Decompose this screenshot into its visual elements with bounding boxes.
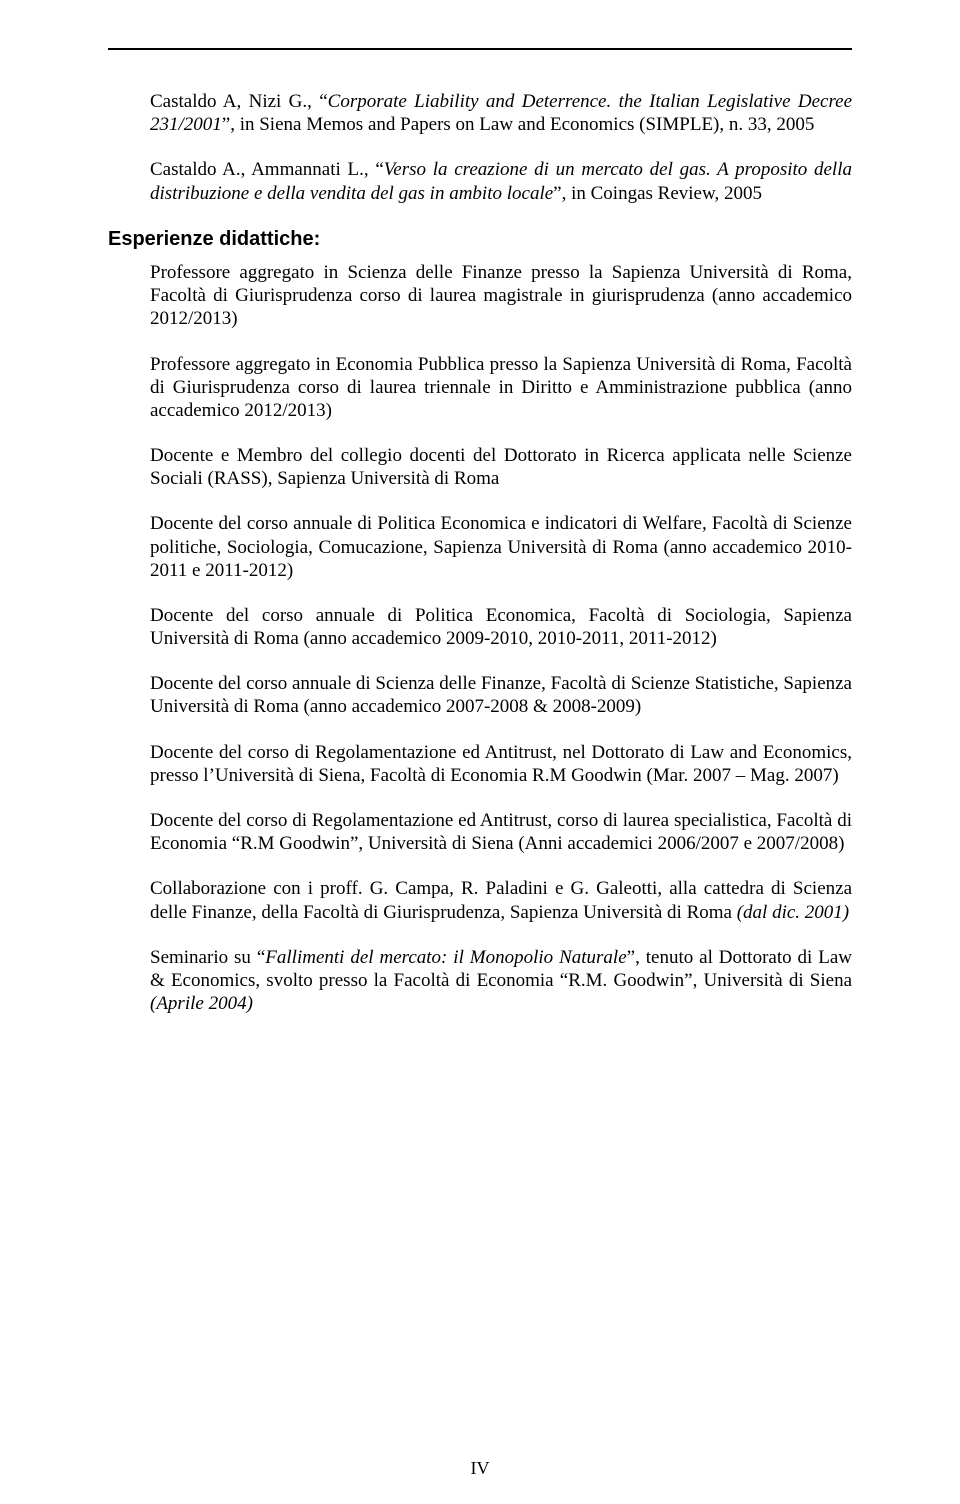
experience-paragraph: Seminario su “Fallimenti del mercato: il… xyxy=(150,946,852,1016)
experience-paragraph: Docente del corso annuale di Scienza del… xyxy=(150,672,852,718)
reference-paragraph-1: Castaldo A, Nizi G., “Corporate Liabilit… xyxy=(150,90,852,136)
experience-paragraph: Professore aggregato in Scienza delle Fi… xyxy=(150,261,852,331)
experience-paragraph: Professore aggregato in Economia Pubblic… xyxy=(150,353,852,423)
top-horizontal-rule xyxy=(108,48,852,50)
section-heading-esperienze: Esperienze didattiche: xyxy=(108,227,852,251)
italic-date: (dal dic. 2001) xyxy=(737,902,849,923)
italic-date: (Aprile 2004) xyxy=(150,993,253,1014)
experience-paragraph: Docente del corso di Regolamentazione ed… xyxy=(150,809,852,855)
italic-title: Fallimenti del mercato: il Monopolio Nat… xyxy=(265,947,626,968)
text: Seminario su “ xyxy=(150,947,265,968)
text: ”, in Coingas Review, 2005 xyxy=(553,183,762,204)
experience-paragraph: Collaborazione con i proff. G. Campa, R.… xyxy=(150,877,852,923)
text: ”, in Siena Memos and Papers on Law and … xyxy=(222,114,815,135)
reference-paragraph-2: Castaldo A., Ammannati L., “Verso la cre… xyxy=(150,158,852,204)
experience-paragraph: Docente del corso annuale di Politica Ec… xyxy=(150,512,852,582)
experience-paragraph: Docente e Membro del collegio docenti de… xyxy=(150,444,852,490)
experience-paragraph: Docente del corso di Regolamentazione ed… xyxy=(150,741,852,787)
experience-paragraph: Docente del corso annuale di Politica Ec… xyxy=(150,604,852,650)
text: Castaldo A, Nizi G., “ xyxy=(150,91,328,112)
page: Castaldo A, Nizi G., “Corporate Liabilit… xyxy=(0,0,960,1504)
text: Castaldo A., Ammannati L., “ xyxy=(150,159,384,180)
page-number: IV xyxy=(0,1458,960,1480)
